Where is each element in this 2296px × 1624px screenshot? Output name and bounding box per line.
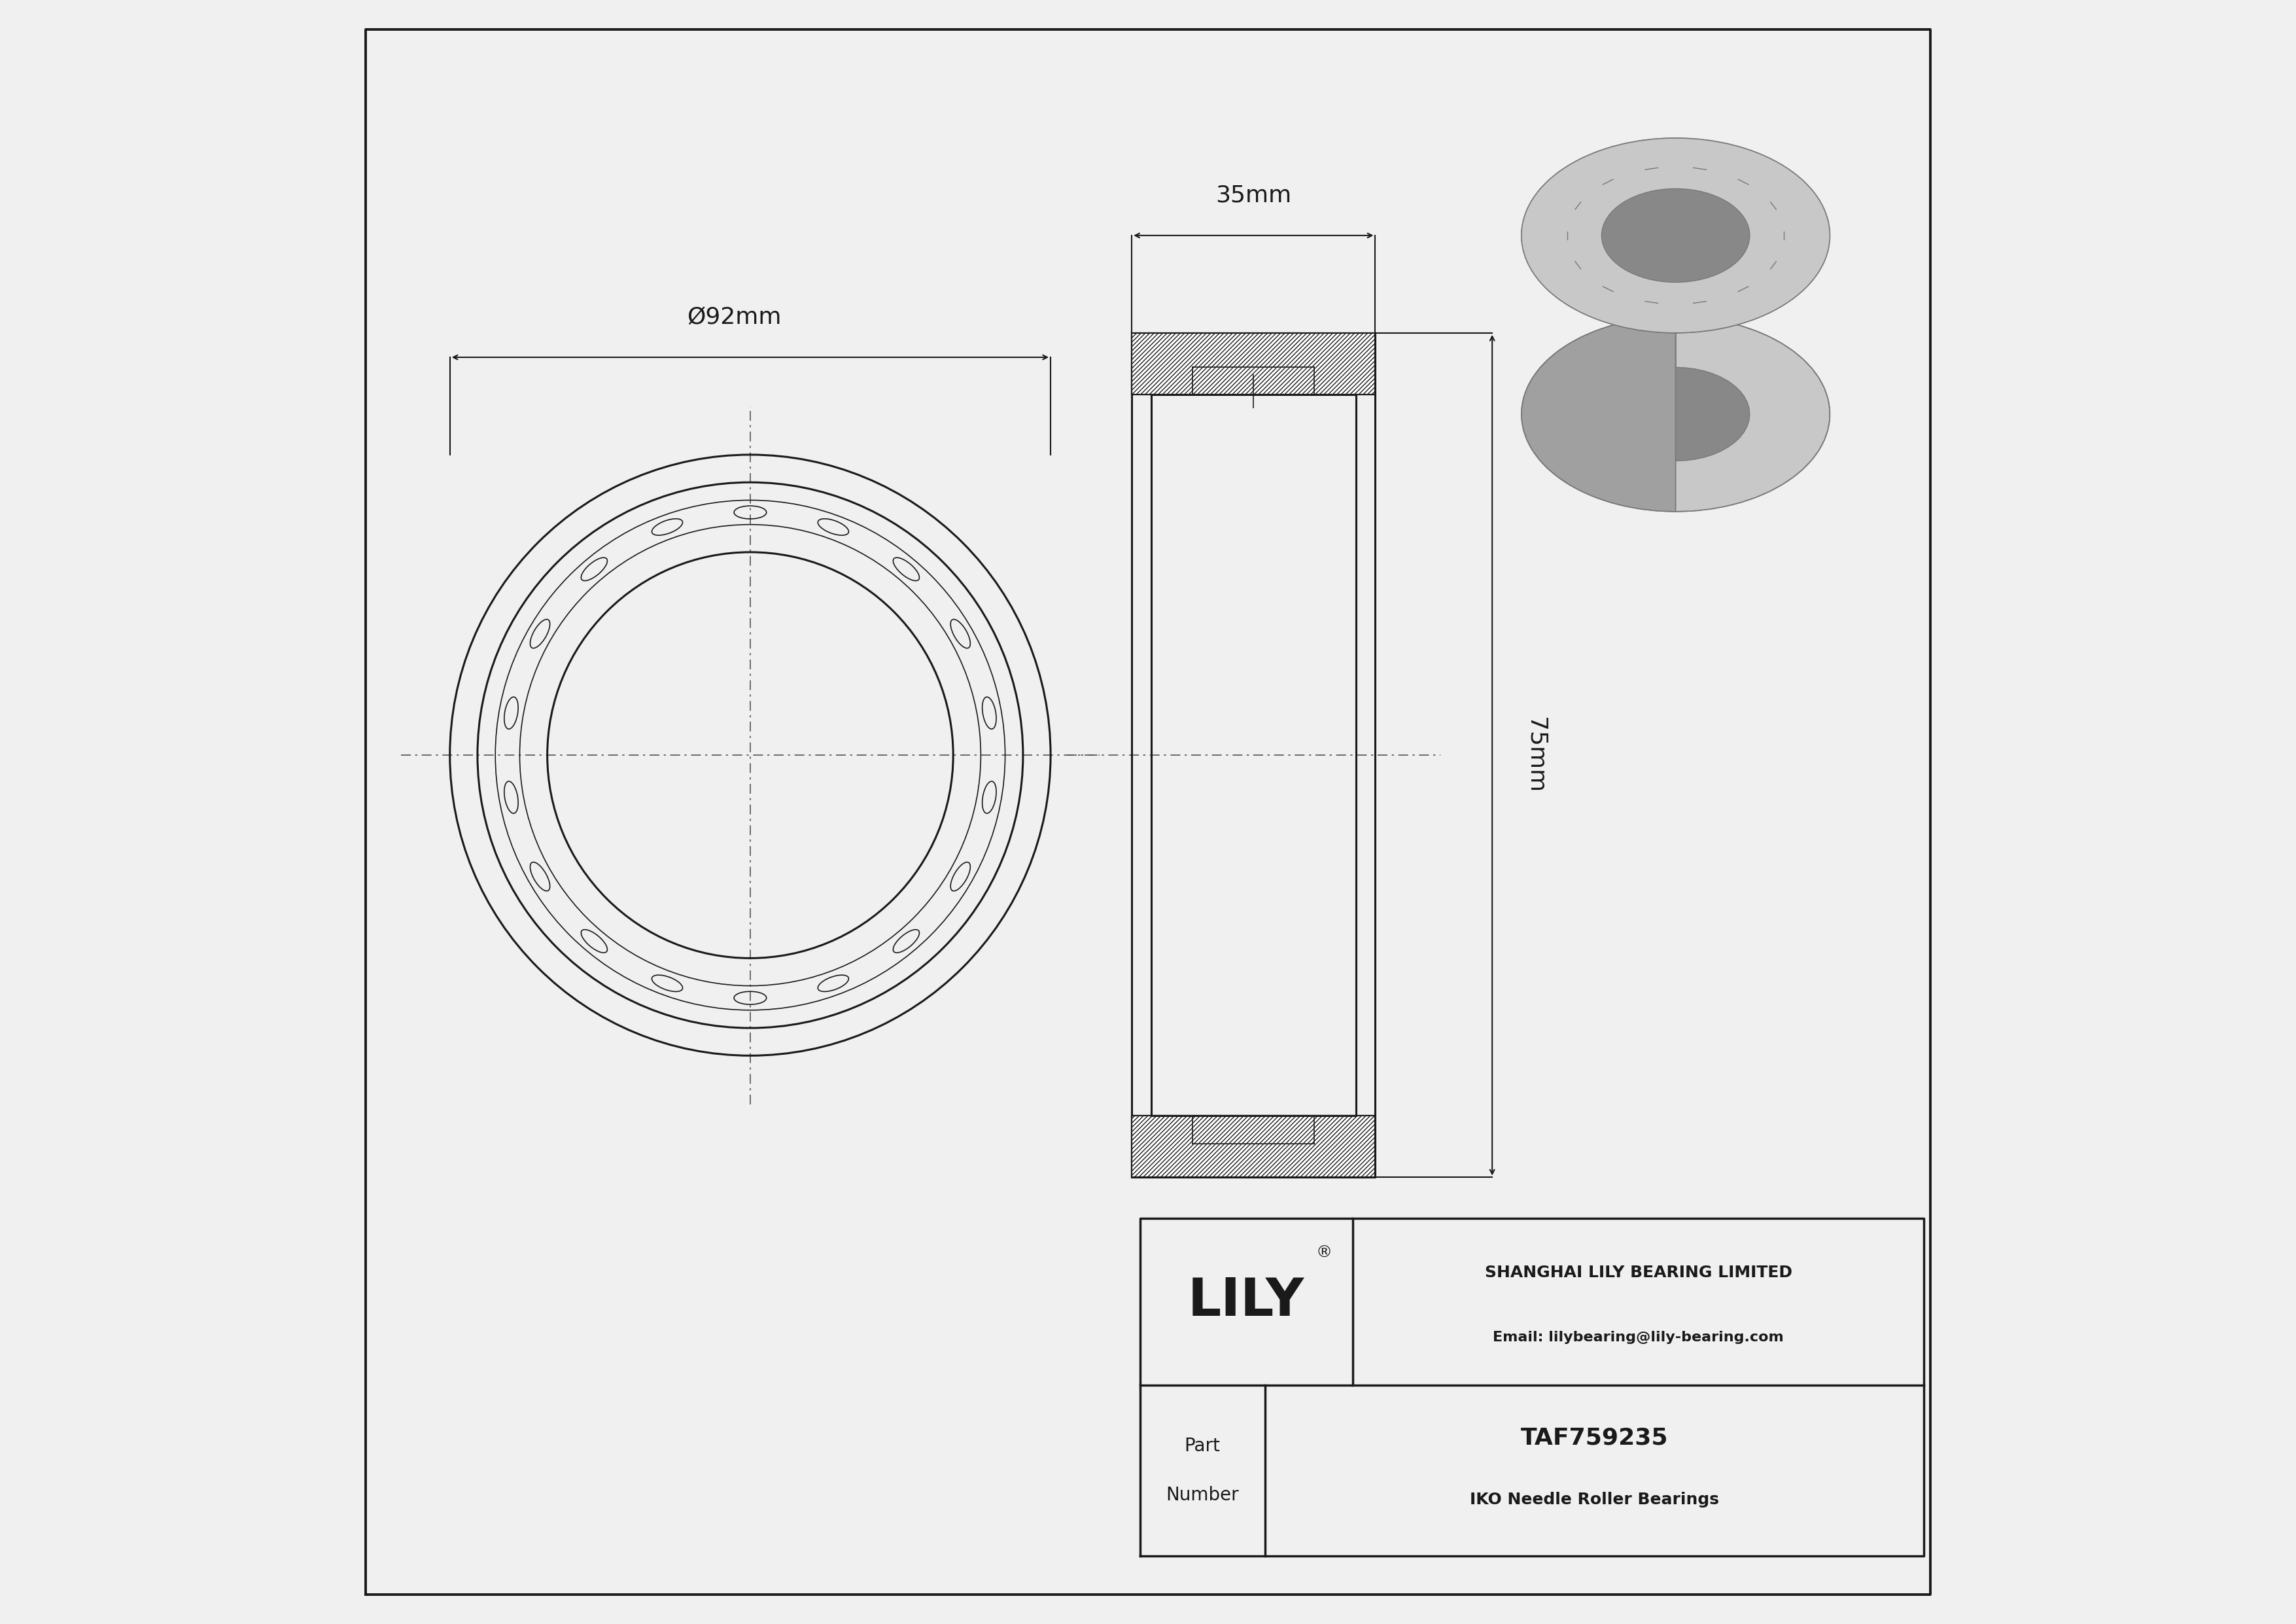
Text: ®: ® <box>1316 1246 1332 1260</box>
Text: 35mm: 35mm <box>1215 184 1293 206</box>
Ellipse shape <box>1522 138 1830 333</box>
Text: 75mm: 75mm <box>1525 718 1548 793</box>
Ellipse shape <box>1522 317 1830 512</box>
Bar <box>1132 333 1375 395</box>
Bar <box>1132 1116 1375 1177</box>
Text: Ø92mm: Ø92mm <box>687 305 781 328</box>
Text: Part: Part <box>1185 1437 1221 1455</box>
Text: IKO Needle Roller Bearings: IKO Needle Roller Bearings <box>1469 1492 1720 1507</box>
Text: Number: Number <box>1166 1486 1240 1504</box>
Ellipse shape <box>1603 369 1750 461</box>
Bar <box>1132 333 1375 1177</box>
Text: LILY: LILY <box>1187 1276 1304 1327</box>
Ellipse shape <box>1603 188 1750 283</box>
Text: Email: lilybearing@lily-bearing.com: Email: lilybearing@lily-bearing.com <box>1492 1330 1784 1345</box>
Polygon shape <box>1676 188 1750 461</box>
Text: TAF759235: TAF759235 <box>1520 1427 1669 1449</box>
Polygon shape <box>1676 138 1830 512</box>
Polygon shape <box>1522 138 1676 512</box>
Text: SHANGHAI LILY BEARING LIMITED: SHANGHAI LILY BEARING LIMITED <box>1486 1265 1793 1280</box>
